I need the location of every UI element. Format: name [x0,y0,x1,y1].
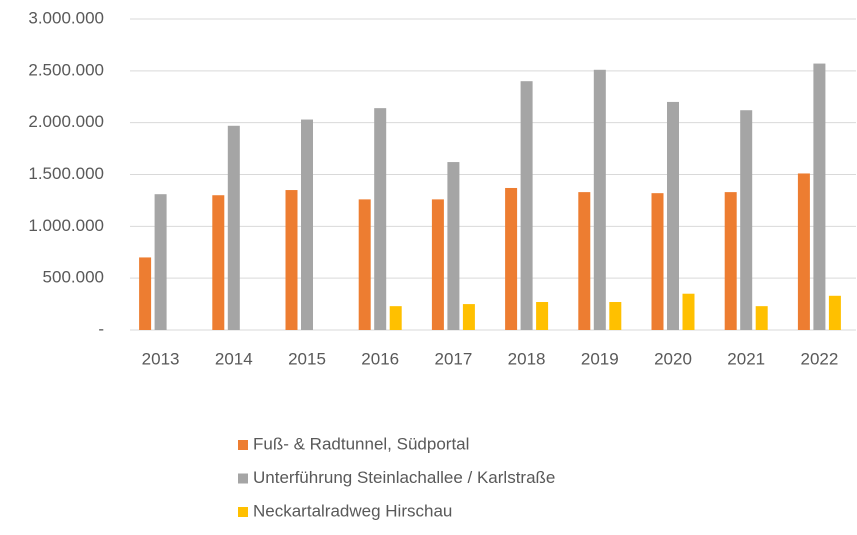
bar [593,69,606,331]
legend-swatch [238,473,248,484]
x-tick-label: 2017 [434,349,472,368]
y-tick-label: 3.000.000 [28,8,104,27]
bar [828,295,841,330]
bar [651,193,664,330]
legend-label: Fuß- & Radtunnel, Südportal [253,434,469,453]
bar [139,257,152,330]
bar [358,199,371,330]
x-tick-label: 2020 [654,349,692,368]
bar [578,192,591,330]
bar [682,293,695,330]
x-tick-label: 2022 [800,349,838,368]
bar [724,192,737,330]
legend-label: Neckartalradweg Hirschau [253,501,452,520]
y-tick-label: 2.000.000 [28,112,104,131]
x-tick-label: 2016 [361,349,399,368]
x-tick-label: 2019 [581,349,619,368]
bar [447,162,460,330]
bar [154,194,167,330]
bar [301,119,313,330]
bar [536,302,549,330]
bar [212,195,225,330]
bar [462,304,475,330]
y-tick-label: 1.500.000 [28,164,104,183]
y-tick-label: 1.000.000 [28,216,104,235]
bar [374,108,387,330]
bar [667,101,679,330]
x-tick-label: 2013 [142,349,180,368]
bar [520,81,533,330]
bar [740,110,753,330]
bar [285,190,298,330]
y-tick-label: - [98,319,104,338]
legend-swatch [238,440,248,450]
bar [755,306,768,330]
y-tick-label: 500.000 [43,268,104,287]
x-tick-label: 2021 [727,349,765,368]
legend-swatch [238,507,248,517]
bar [505,187,518,330]
bar [813,63,826,331]
bar [431,199,444,330]
y-tick-label: 2.500.000 [28,60,104,79]
legend-label: Unterführung Steinlachallee / Karlstraße [253,468,555,487]
bar [609,302,622,330]
x-tick-label: 2015 [288,349,326,368]
bar [227,125,240,330]
bar [797,173,810,330]
x-tick-label: 2014 [215,349,253,368]
bar [389,306,402,330]
x-tick-label: 2018 [508,349,546,368]
